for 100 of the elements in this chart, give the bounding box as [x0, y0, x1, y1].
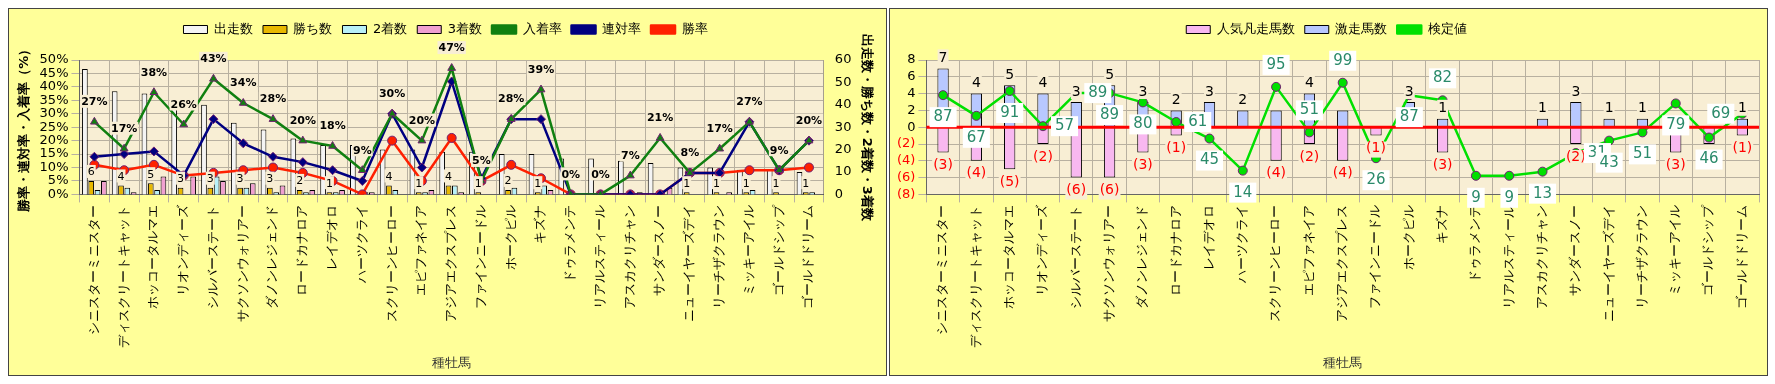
data-label: 3	[1571, 82, 1581, 99]
x-tick-label: ミッキーアイル	[740, 205, 756, 297]
y-axis-title: 勝率・連対率・入着率（%）	[16, 42, 32, 213]
data-label: 87	[933, 107, 953, 126]
data-label: 1	[1438, 99, 1448, 116]
x-tick-label: ロードカナロア	[294, 205, 310, 297]
y-tick-label: 6	[907, 68, 916, 84]
x-tick-label: アジアエクスプレス	[1334, 205, 1350, 323]
data-label: 27%	[736, 95, 763, 109]
data-label: 3	[206, 172, 214, 186]
data-label: 1	[534, 176, 542, 190]
x-tick-label: アスカクリチャン	[621, 205, 637, 310]
data-label: 34%	[230, 76, 257, 90]
legend-label: 出走数	[213, 20, 253, 36]
x-tick-label: ホークピル	[1400, 205, 1416, 271]
x-tick-label: ゴールドシップ	[1700, 204, 1716, 297]
data-label: (6)	[1066, 181, 1087, 198]
y2-tick-label: 30	[834, 118, 852, 134]
data-label: 4	[385, 169, 393, 183]
data-label: 46	[1699, 149, 1719, 168]
x-tick-label: ニューイヤーズデイ	[1600, 205, 1616, 323]
x-tick-label: ファインニードル	[472, 205, 488, 310]
data-label: 2	[1238, 91, 1248, 108]
data-label: 6	[87, 165, 95, 179]
x-tick-label: サクソンウォリアー	[234, 205, 250, 323]
x-tick-label: シルバーステート	[204, 205, 220, 310]
data-label: 3	[1404, 82, 1414, 99]
data-label: 20%	[408, 114, 436, 127]
x-axis-title: 種牡馬	[432, 354, 472, 370]
x-tick-label: ホッコータルマエ	[145, 205, 161, 310]
legend-label: 勝ち数	[293, 20, 333, 36]
y-tick-label: 45%	[39, 64, 69, 80]
data-label: 13	[1532, 183, 1553, 202]
data-label: 91	[1000, 102, 1020, 121]
data-label: 1	[772, 176, 780, 190]
data-label: (4)	[1266, 164, 1287, 181]
x-tick-label: リオンディーズ	[1034, 204, 1050, 297]
data-label: 3	[177, 172, 185, 186]
data-label: (4)	[966, 164, 987, 181]
x-tick-label: ホッコータルマエ	[1001, 205, 1017, 310]
data-label: 3	[236, 172, 244, 186]
data-label: 61	[1188, 111, 1208, 130]
data-label: 1	[742, 176, 750, 190]
data-label: 69	[1711, 103, 1731, 122]
data-label: 43%	[200, 52, 227, 66]
data-label: 5%	[472, 154, 491, 168]
x-tick-label: リアルスティール	[591, 205, 607, 310]
data-label: 87	[1399, 107, 1419, 126]
data-label: 1	[712, 176, 720, 190]
data-label: 7%	[620, 148, 640, 162]
data-label: 26	[1366, 170, 1386, 189]
data-label: 5	[1005, 65, 1015, 82]
x-tick-label: エピファネイア	[413, 205, 429, 297]
data-label: 1	[325, 176, 333, 190]
x-tick-label: アジアエクスプレス	[443, 205, 459, 323]
x-tick-label: リーチザクラウン	[1633, 205, 1649, 310]
data-label: 1	[683, 176, 691, 190]
y-tick-label: 50%	[39, 51, 69, 67]
y-tick-label: 4	[907, 84, 916, 100]
x-tick-label: ゴールドドリーム	[800, 205, 816, 310]
data-label: 89	[1088, 82, 1108, 101]
x-tick-label: ドゥラメンテ	[1467, 205, 1483, 284]
data-label: 14	[1233, 182, 1253, 201]
y-tick-label: 40%	[39, 78, 69, 94]
data-label: 4	[445, 169, 453, 183]
y-tick-label: 5%	[47, 172, 69, 188]
data-label: 9%	[353, 143, 372, 157]
y2-tick-label: 0	[834, 185, 844, 201]
data-label: (3)	[1432, 156, 1453, 173]
data-label: 38%	[140, 65, 168, 79]
data-label: (6)	[1099, 181, 1120, 198]
data-label: 17%	[706, 122, 733, 136]
y-tick-label: (2)	[896, 135, 916, 151]
y-tick-label: 2	[907, 101, 916, 117]
x-tick-label: ダノンレジェンド	[1134, 205, 1150, 310]
data-label: 89	[1100, 104, 1120, 123]
legend-label: 検定値	[1427, 20, 1467, 36]
data-label: 5	[147, 167, 155, 181]
data-label: 18%	[319, 119, 346, 133]
x-tick-label: アスカクリチャン	[1533, 205, 1549, 310]
data-label: 39%	[527, 62, 555, 76]
data-label: (3)	[1665, 156, 1686, 173]
y-tick-label: 10%	[39, 158, 69, 174]
legend-label: 連対率	[602, 20, 642, 36]
x-tick-label: サンダースノー	[651, 205, 667, 297]
data-label: 1	[1538, 99, 1547, 116]
data-label: 7	[938, 49, 948, 66]
data-label: 4	[1304, 74, 1314, 91]
legend-label: 入着率	[522, 20, 562, 36]
y-tick-label: 15%	[39, 145, 69, 161]
data-label: 9	[1471, 187, 1481, 206]
y-tick-label: 35%	[39, 91, 69, 107]
y-tick-label: 8	[907, 51, 916, 67]
x-tick-label: ディスクリートキャット	[967, 205, 983, 349]
data-label: 28%	[498, 92, 525, 106]
x-tick-label: ゴールドシップ	[770, 204, 786, 297]
y2-tick-label: 60	[834, 51, 852, 67]
x-tick-label: サクソンウォリアー	[1100, 205, 1116, 323]
legend-label: 2着数	[372, 20, 408, 36]
data-label: 4	[971, 74, 981, 91]
